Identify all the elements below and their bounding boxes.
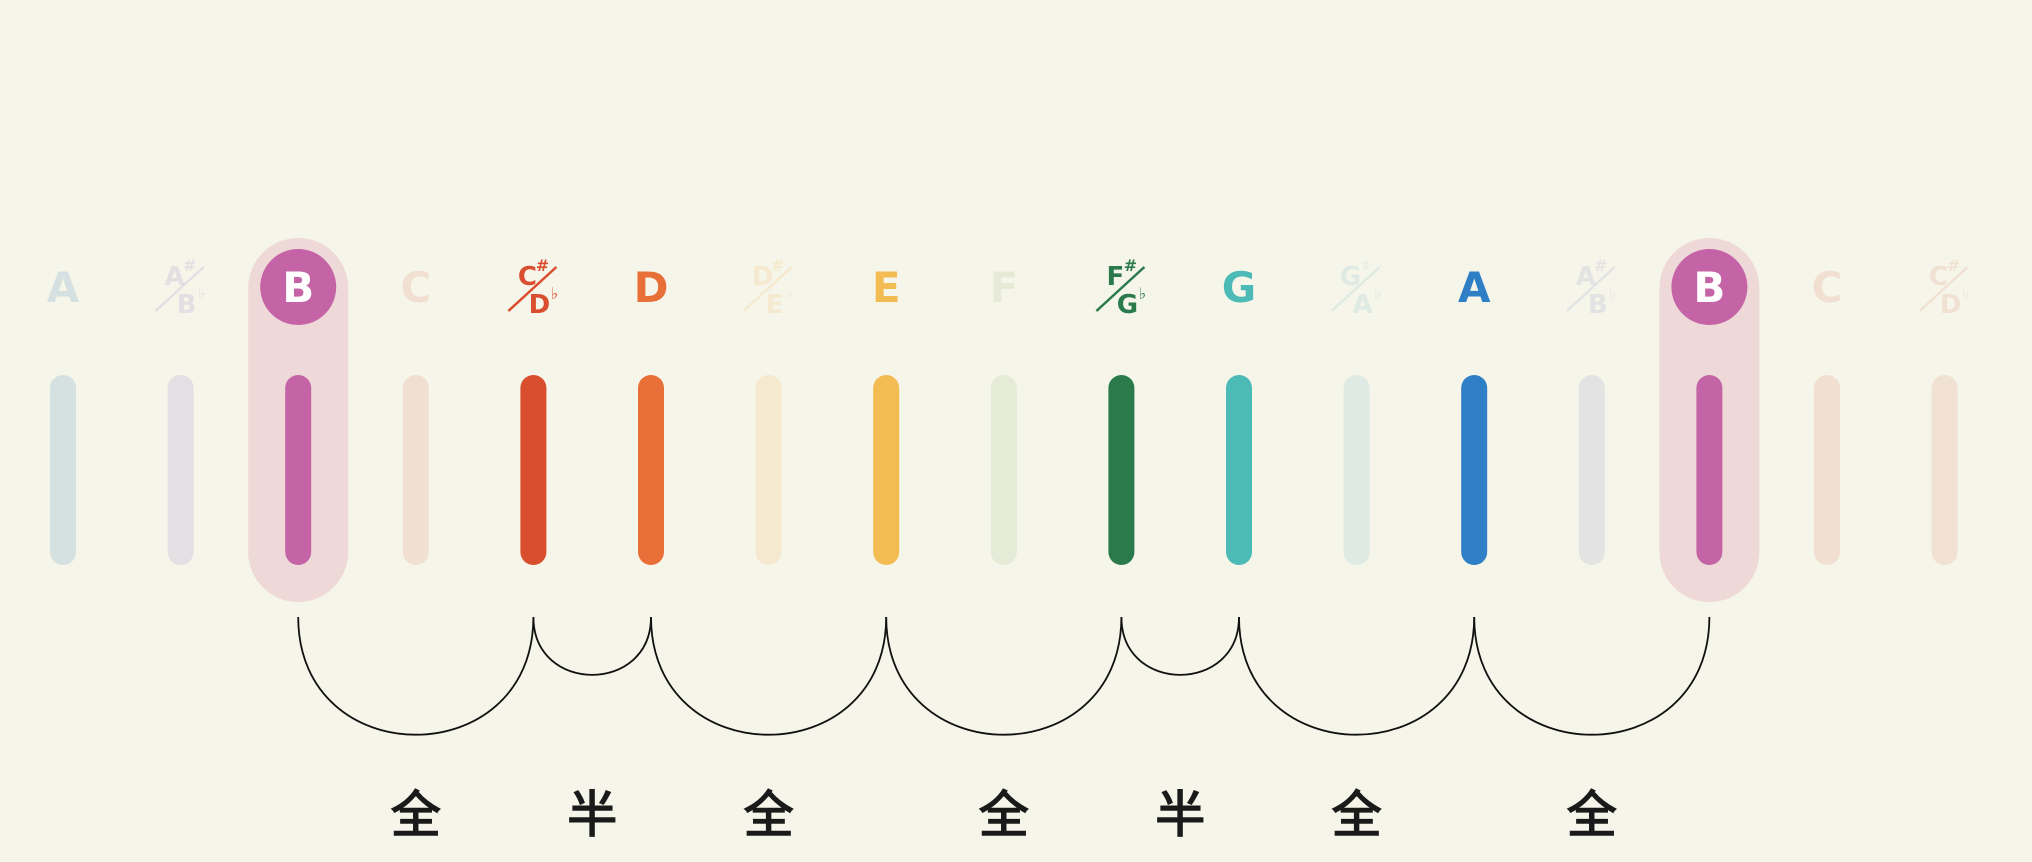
enharmonic-divider xyxy=(154,266,205,312)
note-bar xyxy=(167,375,194,565)
flat-sign: ♭ xyxy=(1139,284,1147,303)
note-label: E xyxy=(872,263,901,312)
accidental-note-label: F # G ♭ xyxy=(1095,256,1147,320)
flat-note-label: E xyxy=(766,290,784,320)
note-label: B xyxy=(1693,263,1725,312)
flat-note-label: G xyxy=(1117,290,1138,320)
enharmonic-divider xyxy=(1918,266,1969,312)
interval-labels: 全半全全半全全 xyxy=(390,786,1618,844)
note-bar xyxy=(285,375,312,565)
sharp-note-label: C xyxy=(518,262,537,292)
interval-arcs xyxy=(297,616,1711,736)
sharp-note-label: A xyxy=(1576,262,1596,292)
interval-arc xyxy=(1120,616,1240,676)
note-bar xyxy=(520,375,547,565)
flat-note-label: B xyxy=(1588,290,1608,320)
note-bars xyxy=(50,375,1958,565)
interval-arc xyxy=(532,616,652,676)
sharp-note-label: D xyxy=(752,262,774,292)
root-note-circle xyxy=(1671,249,1748,325)
flat-sign: ♭ xyxy=(551,284,559,303)
flat-sign: ♭ xyxy=(1609,284,1617,303)
note-bar xyxy=(638,375,664,565)
enharmonic-divider xyxy=(742,266,793,312)
flat-sign: ♭ xyxy=(1374,284,1382,303)
sharp-note-label: F xyxy=(1107,262,1125,292)
accidental-note-label: A# B ♭ xyxy=(1565,256,1617,320)
note-bar xyxy=(1696,375,1723,565)
note-label: D xyxy=(634,263,669,312)
interval-arc xyxy=(297,616,535,736)
note-bar xyxy=(755,375,782,565)
note-label: C xyxy=(400,263,431,312)
root-note-circle xyxy=(260,249,337,325)
note-bar xyxy=(1931,375,1958,565)
enharmonic-divider xyxy=(507,266,558,312)
flat-note-label: A xyxy=(1353,290,1373,320)
flat-sign: ♭ xyxy=(786,284,794,303)
interval-label: 全 xyxy=(978,786,1030,844)
interval-arc xyxy=(1238,616,1476,736)
interval-label: 全 xyxy=(1331,786,1383,844)
flat-note-label: B xyxy=(177,290,197,320)
note-label: A xyxy=(47,263,80,312)
note-bar xyxy=(1578,375,1605,565)
note-label: C xyxy=(1812,263,1843,312)
sharp-sign: # xyxy=(183,256,196,275)
note-bar xyxy=(1226,375,1252,565)
interval-arc xyxy=(1473,616,1711,736)
sharp-sign: # xyxy=(1947,256,1960,275)
flat-sign: ♭ xyxy=(1962,284,1970,303)
interval-label: 全 xyxy=(743,786,795,844)
accidental-note-label: D# E ♭ xyxy=(742,256,794,320)
sharp-sign: # xyxy=(771,256,784,275)
note-bar xyxy=(873,375,900,565)
interval-arc xyxy=(885,616,1123,736)
note-labels: A A#B ♭ B C C#D ♭ D D#E ♭ E F F #G ♭ G G ♯A ♭ A A#B ♭ B C C#D ♭ xyxy=(47,249,1970,325)
sharp-sign: ♯ xyxy=(1362,256,1370,275)
note-bar xyxy=(50,375,76,565)
flat-note-label: D xyxy=(529,290,551,320)
flat-note-label: D xyxy=(1940,290,1962,320)
note-bar xyxy=(1108,375,1135,565)
accidental-note-label: C# D ♭ xyxy=(507,256,559,320)
interval-label: 半 xyxy=(1155,786,1205,844)
note-bar xyxy=(402,375,429,565)
sharp-sign: # xyxy=(1594,256,1607,275)
flat-sign: ♭ xyxy=(198,284,206,303)
accidental-note-label: G ♯ A ♭ xyxy=(1330,256,1382,320)
note-label: F xyxy=(989,263,1018,312)
interval-label: 半 xyxy=(567,786,617,844)
note-label: G xyxy=(1222,263,1256,312)
sharp-sign: # xyxy=(1124,256,1137,275)
enharmonic-divider xyxy=(1565,266,1616,312)
note-label: A xyxy=(1458,263,1491,312)
sharp-note-label: A xyxy=(165,262,185,292)
note-bar xyxy=(990,375,1017,565)
sharp-sign: # xyxy=(536,256,549,275)
interval-label: 全 xyxy=(1566,786,1618,844)
accidental-note-label: A# B ♭ xyxy=(154,256,206,320)
sharp-note-label: G xyxy=(1340,262,1361,292)
interval-label: 全 xyxy=(390,786,442,844)
enharmonic-divider xyxy=(1095,266,1146,312)
note-bar xyxy=(1343,375,1370,565)
note-bar xyxy=(1461,375,1488,565)
enharmonic-divider xyxy=(1330,266,1381,312)
sharp-note-label: C xyxy=(1929,262,1948,292)
interval-arc xyxy=(650,616,888,736)
note-bar xyxy=(1814,375,1840,565)
note-label: B xyxy=(282,263,314,312)
accidental-note-label: C# D ♭ xyxy=(1918,256,1970,320)
